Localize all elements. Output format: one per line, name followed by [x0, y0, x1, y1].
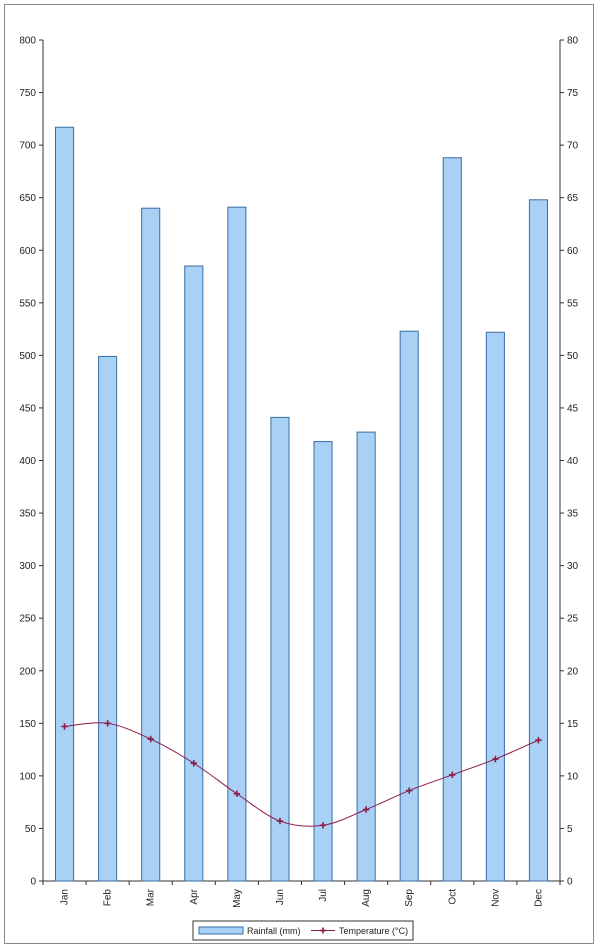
- category-label: Nov: [490, 889, 501, 907]
- left-tick-label: 650: [19, 193, 36, 204]
- legend-rainfall-swatch: [198, 926, 244, 935]
- rainfall-bar: [141, 207, 161, 882]
- right-tick-label: 0: [567, 877, 573, 888]
- temperature-point: [319, 822, 327, 829]
- temperature-point: [233, 790, 241, 797]
- temperature-point: [190, 760, 197, 767]
- right-tick-label: 70: [567, 141, 579, 152]
- rainfall-bar: [227, 206, 247, 882]
- legend-box: [192, 920, 414, 941]
- left-tick-label: 50: [25, 824, 37, 835]
- temperature-point: [449, 771, 456, 779]
- rainfall-bar: [528, 199, 549, 882]
- left-tick-label: 800: [19, 36, 36, 47]
- right-tick-label: 55: [567, 298, 579, 309]
- right-tick-label: 50: [567, 351, 579, 362]
- temperature-point: [147, 735, 154, 743]
- left-tick-label: 500: [19, 351, 36, 362]
- category-label: Jun: [275, 889, 286, 905]
- right-tick-label: 35: [567, 509, 579, 520]
- right-tick-label: 20: [567, 666, 579, 677]
- left-tick-label: 550: [19, 298, 36, 309]
- left-tick-label: 150: [19, 719, 36, 730]
- temperature-point: [362, 806, 370, 813]
- rainfall-bar: [98, 355, 118, 882]
- right-tick-label: 60: [567, 246, 579, 257]
- rainfall-bar: [313, 441, 333, 882]
- category-label: Jan: [60, 889, 71, 905]
- category-label: Mar: [146, 888, 157, 906]
- left-tick-label: 200: [19, 666, 36, 677]
- right-tick-label: 5: [567, 824, 573, 835]
- temperature-point: [61, 723, 68, 730]
- right-tick-label: 25: [567, 614, 579, 625]
- rainfall-bar: [442, 157, 462, 882]
- category-label: Aug: [361, 889, 372, 907]
- rainfall-bar: [399, 330, 419, 882]
- category-label: Feb: [103, 889, 114, 907]
- temperature-point: [535, 736, 542, 744]
- temperature-point: [406, 787, 413, 794]
- left-tick-label: 100: [19, 771, 36, 782]
- rainfall-bar: [270, 416, 290, 882]
- right-tick-label: 45: [567, 403, 579, 414]
- right-tick-label: 15: [567, 719, 579, 730]
- temperature-point: [492, 755, 499, 763]
- category-label: Apr: [189, 888, 200, 904]
- left-tick-label: 250: [19, 614, 36, 625]
- left-tick-label: 450: [19, 403, 36, 414]
- category-label: Oct: [447, 889, 458, 905]
- left-tick-label: 300: [19, 561, 36, 572]
- category-label: Sep: [404, 889, 415, 907]
- left-tick-label: 0: [30, 877, 36, 888]
- left-tick-label: 400: [19, 456, 36, 467]
- left-tick-label: 600: [19, 246, 36, 257]
- rainfall-bar: [356, 431, 376, 882]
- rainfall-bar: [485, 331, 505, 882]
- left-tick-label: 350: [19, 509, 36, 520]
- left-tick-label: 700: [19, 141, 36, 152]
- category-label: Jul: [318, 889, 329, 902]
- temperature-line: [64, 722, 539, 827]
- legend-rainfall-label: Rainfall (mm): [247, 926, 301, 936]
- temperature-point: [276, 817, 284, 825]
- category-label: Dec: [533, 889, 544, 907]
- left-tick-label: 750: [19, 88, 36, 99]
- rainfall-bar: [184, 265, 204, 882]
- right-tick-label: 75: [567, 88, 579, 99]
- legend-temperature-label: Temperature (°C): [339, 926, 408, 936]
- temperature-point: [104, 720, 111, 727]
- right-tick-label: 80: [567, 36, 579, 47]
- right-tick-label: 65: [567, 193, 579, 204]
- rainfall-bar: [54, 126, 75, 882]
- right-tick-label: 40: [567, 456, 579, 467]
- right-tick-label: 30: [567, 561, 579, 572]
- right-tick-label: 10: [567, 771, 579, 782]
- category-label: May: [232, 889, 243, 908]
